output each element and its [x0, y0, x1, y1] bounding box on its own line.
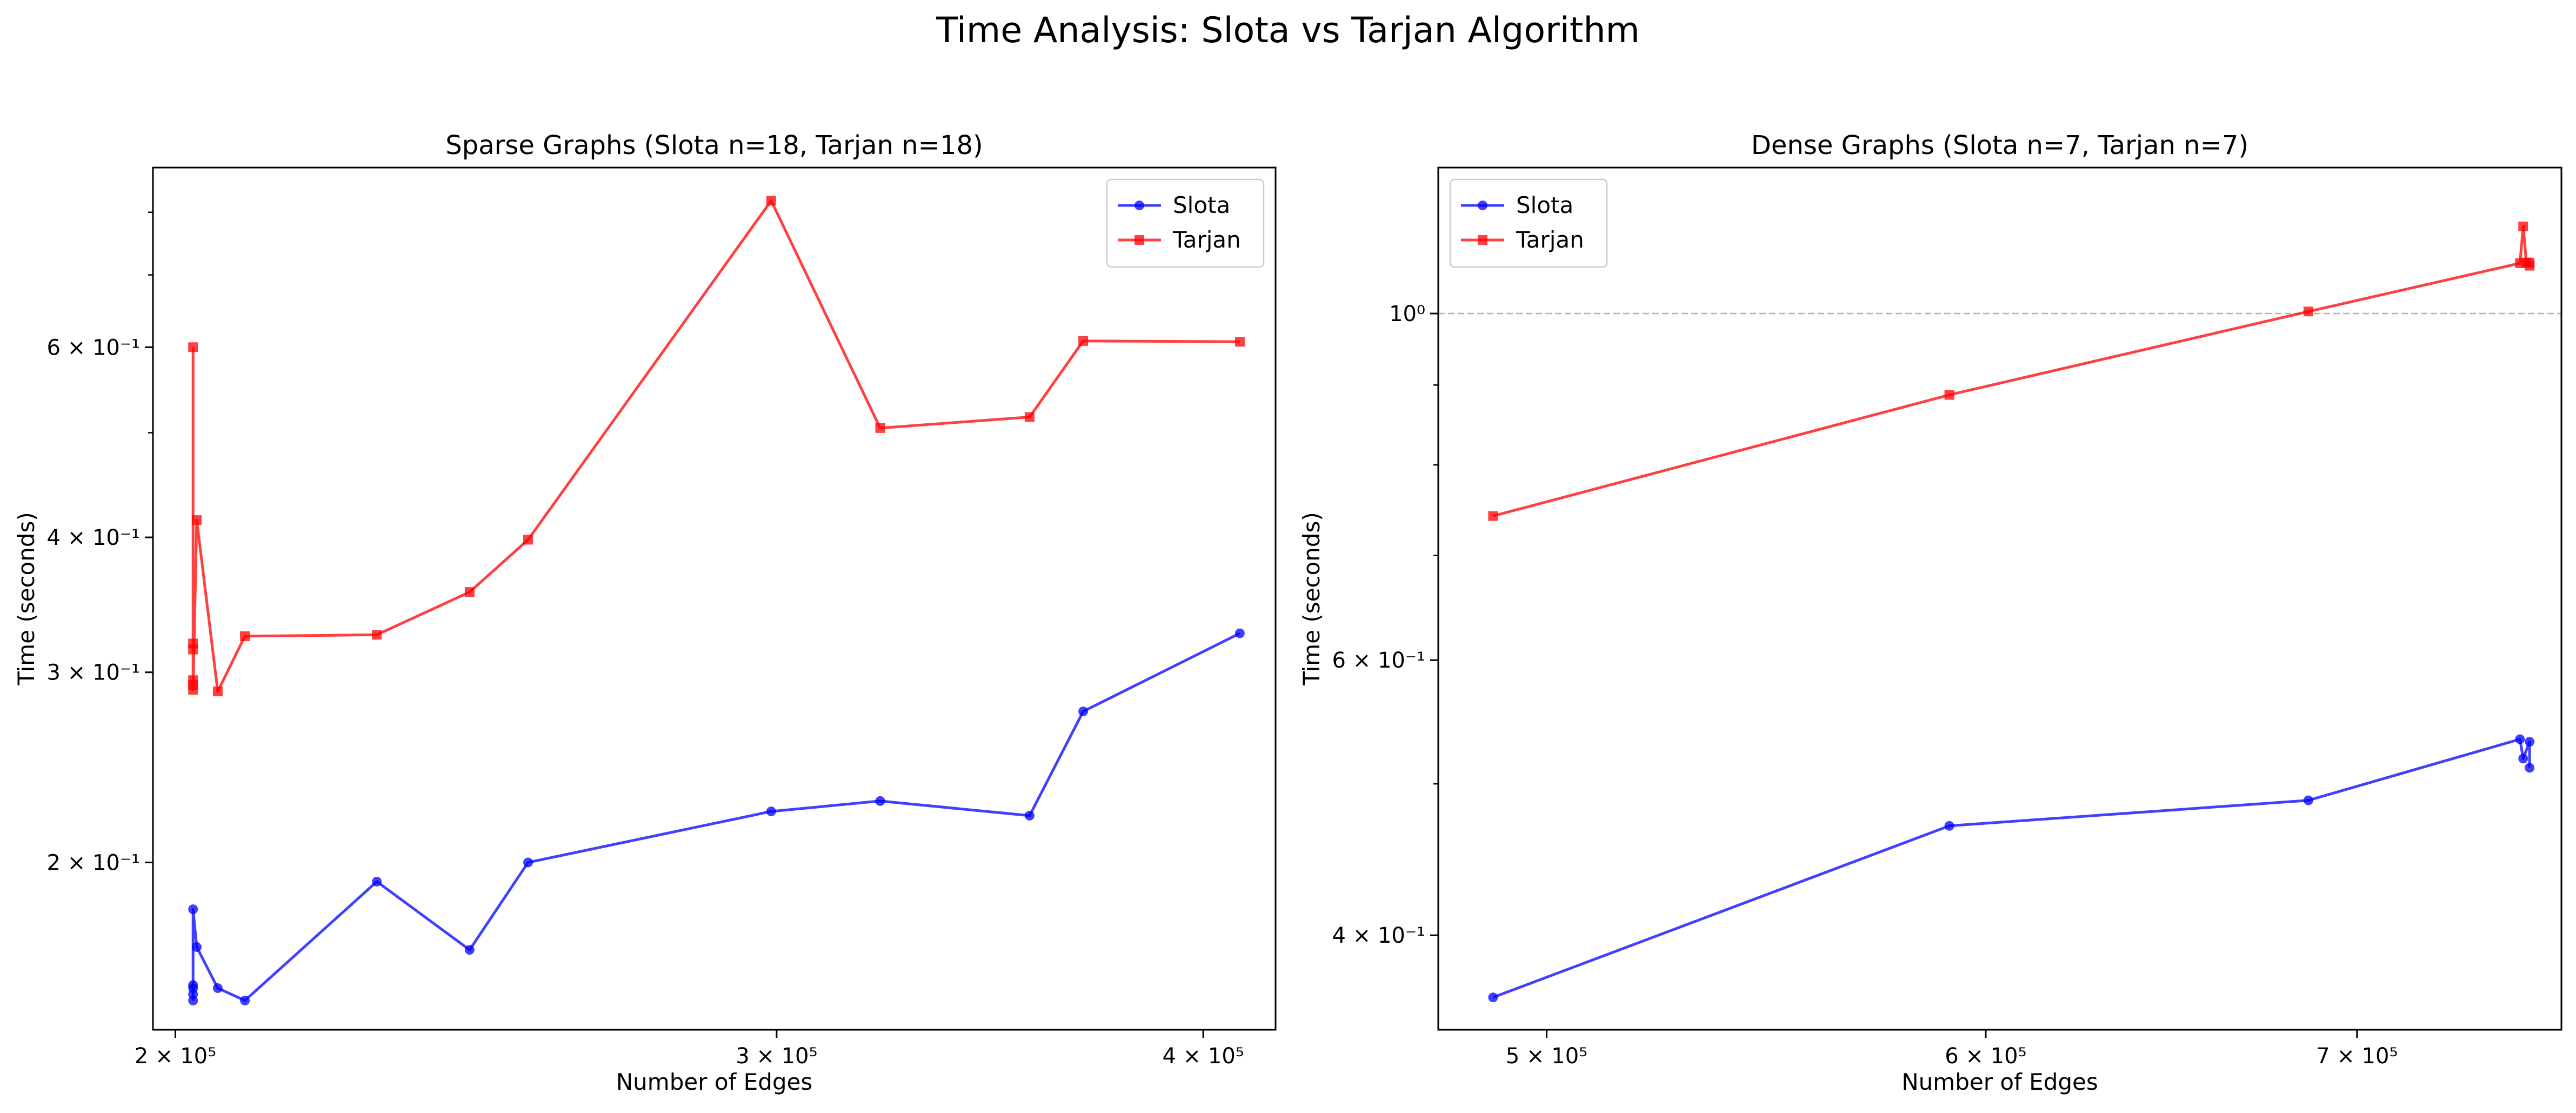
series-tarjan-point [212, 687, 223, 697]
x-tick-label: 4 × 10⁵ [1162, 1044, 1244, 1069]
series-slota-point [523, 857, 533, 868]
figure-title: Time Analysis: Slota vs Tarjan Algorithm [936, 10, 1640, 51]
series-tarjan-point [464, 587, 475, 597]
series-tarjan-point [188, 644, 198, 655]
series-tarjan-point [1488, 511, 1498, 521]
series-slota-point [2518, 754, 2528, 764]
series-slota-point [2515, 734, 2525, 744]
y-axis-label: Time (seconds) [1298, 512, 1325, 686]
series-tarjan-point [240, 631, 250, 641]
y-tick-label: 4 × 10⁻¹ [47, 525, 140, 550]
y-tick-label: 4 × 10⁻¹ [1332, 923, 1425, 948]
legend: Slota Tarjan [1106, 178, 1265, 268]
series-slota-point [766, 807, 776, 817]
legend-tarjan-marker [1134, 235, 1144, 245]
y-tick-label: 6 × 10⁻¹ [1332, 648, 1425, 673]
legend-slota-marker [1134, 201, 1144, 210]
series-slota-point [1488, 992, 1498, 1003]
series-slota-point [2525, 763, 2535, 773]
y-tick-label: 3 × 10⁻¹ [47, 661, 140, 685]
y-tick-label: 6 × 10⁻¹ [47, 335, 140, 360]
series-slota-point [875, 796, 885, 806]
legend-slota-label: Slota [1173, 192, 1230, 218]
series-tarjan-point [188, 685, 198, 695]
dense-graphs-panel: Dense Graphs (Slota n=7, Tarjan n=7) 5 × … [1298, 130, 2562, 1095]
legend-tarjan-marker [1478, 235, 1487, 245]
series-tarjan-point [188, 342, 198, 352]
series-slota-point [188, 904, 198, 915]
series-slota-point [1078, 707, 1089, 717]
series-tarjan-point [2518, 221, 2528, 231]
x-tick-label: 2 × 10⁵ [135, 1044, 216, 1069]
series-tarjan-point [2303, 306, 2313, 317]
series-tarjan-point [766, 196, 776, 206]
series-slota-point [464, 945, 475, 955]
series-slota-point [191, 942, 202, 952]
legend: Slota Tarjan [1449, 178, 1608, 268]
series-tarjan-point [1944, 390, 1954, 400]
x-tick-label: 3 × 10⁵ [736, 1044, 817, 1069]
series-tarjan-point [875, 423, 885, 433]
series-tarjan-point [1078, 336, 1089, 346]
x-tick-label: 5 × 10⁵ [1506, 1044, 1587, 1069]
legend-tarjan-label: Tarjan [1172, 226, 1241, 253]
legend-box [1106, 178, 1265, 268]
panel-title: Dense Graphs (Slota n=7, Tarjan n=7) [1751, 130, 2248, 161]
x-axis-label: Number of Edges [1901, 1069, 2098, 1095]
series-slota-point [1024, 810, 1035, 821]
axes-frame [1437, 166, 2562, 1031]
plot-area [1488, 221, 2535, 1003]
y-axis-label: Time (seconds) [13, 512, 39, 686]
legend-box [1449, 178, 1608, 268]
series-slota-point [372, 876, 382, 887]
legend-tarjan-label: Tarjan [1516, 226, 1584, 253]
series-tarjan-point [372, 630, 382, 640]
x-tick-label: 7 × 10⁵ [2316, 1044, 2398, 1069]
legend-slota-label: Slota [1516, 192, 1573, 218]
series-tarjan-point [523, 535, 533, 545]
series-tarjan-point [1234, 337, 1245, 347]
axes-frame [152, 166, 1277, 1031]
series-tarjan-point [2525, 257, 2535, 268]
plot-area [188, 196, 1245, 1005]
x-axis-label: Number of Edges [616, 1069, 812, 1095]
legend-slota-marker [1478, 201, 1487, 210]
series-slota-point [2303, 795, 2313, 805]
series-slota-point [1944, 821, 1954, 831]
series-slota-point [2525, 737, 2535, 747]
series-slota-point [188, 980, 198, 990]
series-tarjan-point [1024, 412, 1035, 422]
sparse-graphs-panel: Sparse Graphs (Slota n=18, Tarjan n=18) 2… [13, 130, 1277, 1095]
series-slota-point [212, 983, 223, 993]
series-slota-point [240, 995, 250, 1005]
x-tick-label: 6 × 10⁵ [1945, 1044, 2026, 1069]
y-tick-label: 2 × 10⁻¹ [47, 851, 140, 876]
series-slota-point [1234, 628, 1245, 638]
series-tarjan-point [191, 515, 202, 525]
y-tick-label: 10⁰ [1389, 302, 1425, 326]
panel-title: Sparse Graphs (Slota n=18, Tarjan n=18) [445, 130, 983, 161]
